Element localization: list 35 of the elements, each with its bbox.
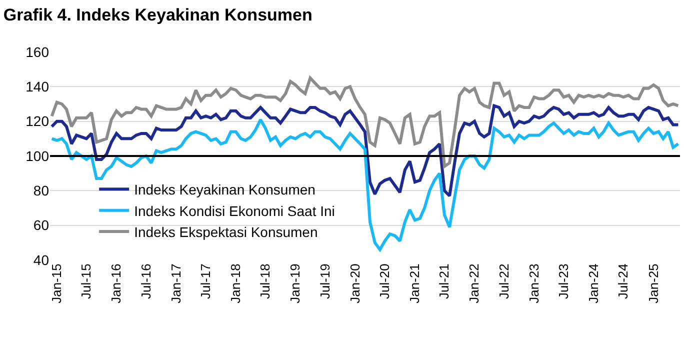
x-tick-label: Jan-21 bbox=[407, 264, 422, 304]
x-tick-label: Jul-21 bbox=[436, 264, 452, 300]
x-tick-label: Jul-15 bbox=[78, 264, 94, 300]
x-tick-label: Jan-23 bbox=[526, 264, 542, 304]
x-tick-label: Jul-22 bbox=[496, 264, 512, 300]
x-tick-label: Jan-19 bbox=[288, 264, 303, 304]
y-tick-label: 140 bbox=[26, 78, 50, 95]
x-tick-label: Jul-17 bbox=[198, 264, 214, 300]
y-tick-label: 160 bbox=[26, 44, 50, 60]
x-tick-label: Jan-18 bbox=[228, 264, 244, 304]
x-tick-label: Jan-17 bbox=[168, 264, 184, 304]
y-tick-label: 40 bbox=[33, 252, 50, 268]
line-series bbox=[50, 76, 680, 168]
y-tick-label: 60 bbox=[33, 217, 50, 234]
x-tick-label: Jan-15 bbox=[49, 264, 64, 304]
x-tick-label: Jan-16 bbox=[108, 264, 124, 304]
legend-label: Indeks Ekspektasi Konsumen bbox=[134, 224, 318, 240]
x-tick-label: Jan-22 bbox=[466, 264, 482, 304]
legend-label: Indeks Keyakinan Konsumen bbox=[134, 182, 316, 198]
y-tick-label: 120 bbox=[26, 113, 50, 130]
x-tick-label: Jan-24 bbox=[586, 264, 601, 304]
y-tick-label: 80 bbox=[33, 182, 50, 199]
x-tick-label: Jan-20 bbox=[347, 264, 362, 304]
x-tick-label: Jan-25 bbox=[646, 264, 661, 304]
x-tick-label: Jul-16 bbox=[138, 264, 154, 300]
y-tick-label: 100 bbox=[26, 148, 50, 164]
x-tick-label: Jul-18 bbox=[258, 264, 273, 300]
chart-title: Grafik 4. Indeks Keyakinan Konsumen bbox=[3, 6, 312, 25]
x-tick-label: Jul-24 bbox=[616, 264, 631, 300]
line-series bbox=[50, 118, 680, 252]
x-tick-label: Jul-19 bbox=[317, 264, 332, 300]
legend-label: Indeks Kondisi Ekonomi Saat Ini bbox=[134, 202, 335, 219]
x-tick-label: Jul-23 bbox=[556, 264, 571, 300]
line-series bbox=[50, 104, 680, 198]
x-tick-label: Jul-20 bbox=[377, 264, 392, 300]
